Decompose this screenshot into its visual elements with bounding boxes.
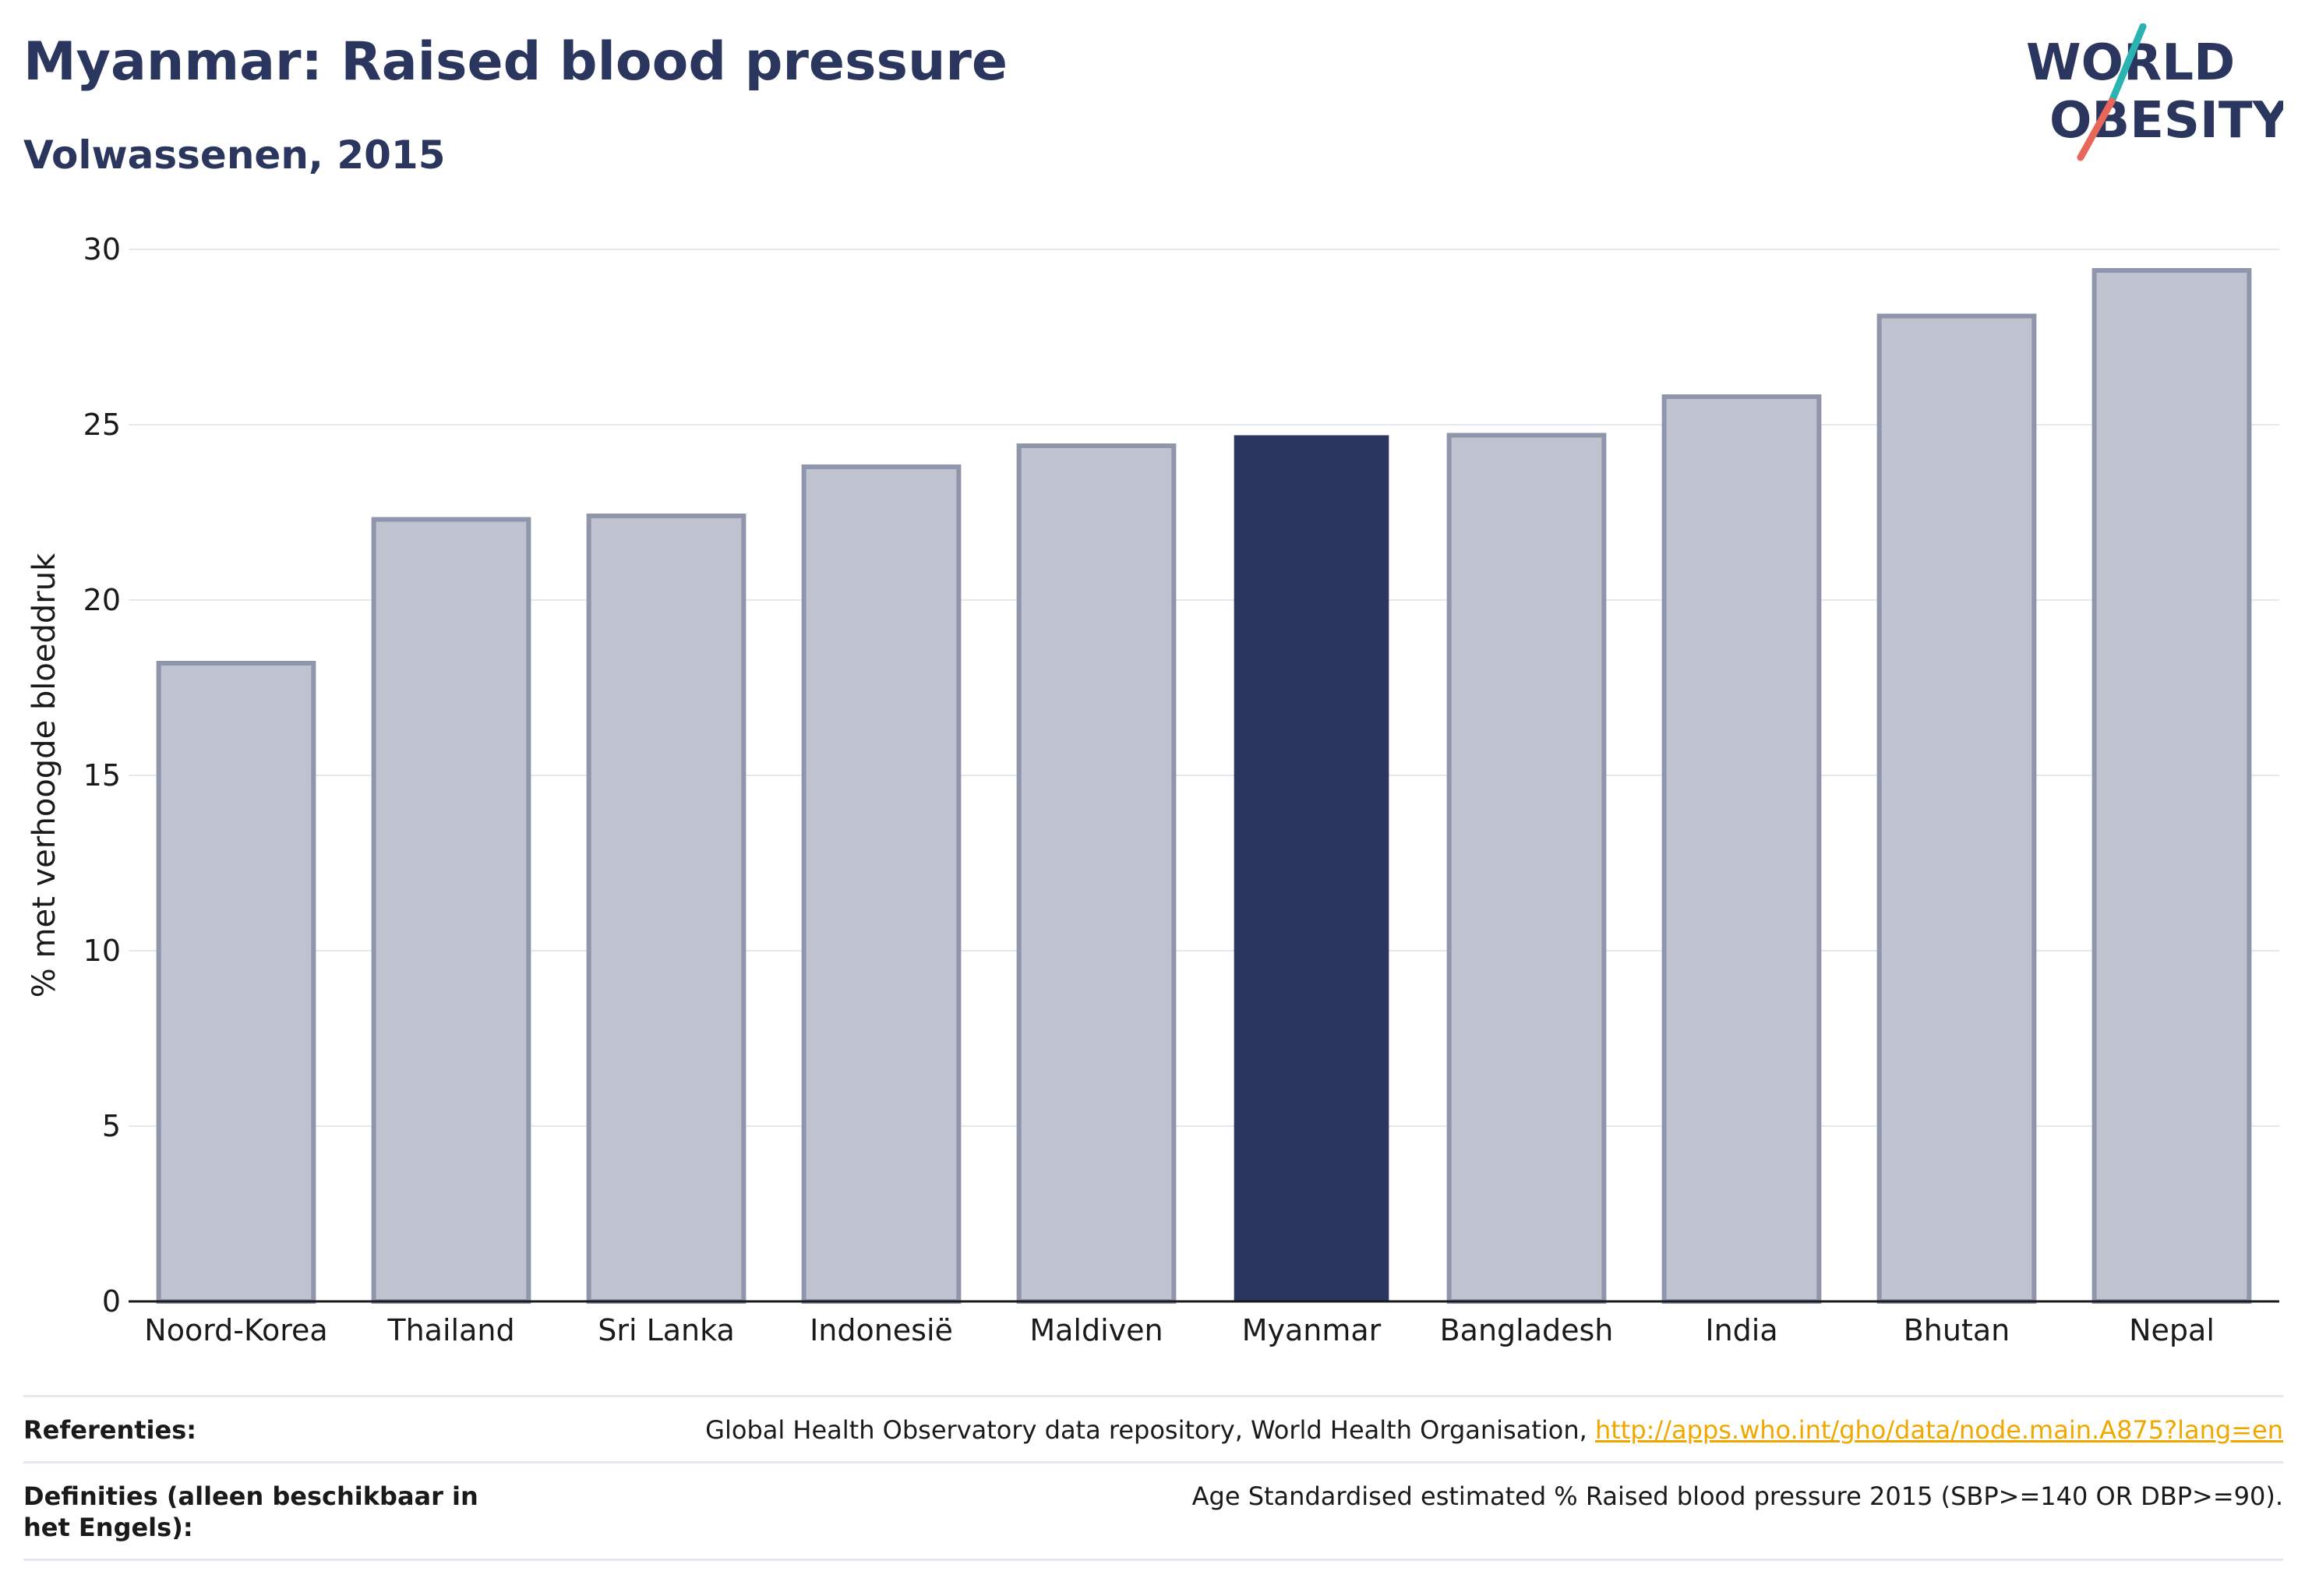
bar-india (1661, 394, 1822, 1304)
definitions-value: Age Standardised estimated % Raised bloo… (1191, 1481, 2283, 1511)
y-tick-label: 25 (83, 408, 121, 442)
y-tick-label: 20 (83, 583, 121, 617)
references-row: Referenties: Global Health Observatory d… (23, 1395, 2283, 1461)
chart-subtitle: Volwassenen, 2015 (23, 132, 446, 178)
y-axis-label: % met verhoogde bloeddruk (26, 553, 62, 998)
logo-slash-teal (2108, 23, 2147, 105)
y-tick-label: 0 (102, 1284, 121, 1319)
definitions-row: Definities (alleen beschikbaar in het En… (23, 1461, 2283, 1561)
x-tick-label: Bangladesh (1440, 1313, 1614, 1347)
x-tick-label: Nepal (2129, 1313, 2215, 1347)
references-link[interactable]: http://apps.who.int/gho/data/node.main.A… (1594, 1415, 2283, 1445)
bar-chart: 0 5 10 15 20 25 30 Noord-Korea Thailand Sri Lank… (26, 232, 2279, 1347)
references-label: Referenties: (23, 1415, 197, 1445)
bar-bhutan (1876, 313, 2037, 1304)
world-obesity-logo: WORLD OBESITY (2026, 23, 2283, 161)
logo-slash-coral (2077, 97, 2116, 161)
x-tick-labels: Noord-Korea Thailand Sri Lanka Indonesië Mal… (144, 1313, 2215, 1347)
bar-thailand (371, 517, 531, 1304)
reference-table: Referenties: Global Health Observatory d… (23, 1395, 2283, 1561)
definitions-label: Definities (alleen beschikbaar in het En… (23, 1481, 478, 1542)
y-tick-label: 5 (102, 1109, 121, 1143)
bar-sri-lanka (586, 514, 747, 1304)
bar-bangladesh (1446, 433, 1607, 1304)
bar-indonesi- (801, 464, 962, 1304)
x-tick-label: Indonesië (810, 1313, 953, 1347)
x-tick-label: Maldiven (1029, 1313, 1163, 1347)
x-tick-label: Noord-Korea (144, 1313, 327, 1347)
x-tick-label: Thailand (387, 1313, 514, 1347)
bar-noord-korea (156, 661, 316, 1304)
bar-maldiven (1016, 443, 1177, 1304)
x-tick-label: India (1705, 1313, 1777, 1347)
y-tick-labels: 0 5 10 15 20 25 30 (83, 232, 121, 1319)
references-value: Global Health Observatory data repositor… (705, 1414, 2283, 1446)
bar-myanmar (1234, 435, 1389, 1301)
references-text: Global Health Observatory data repositor… (705, 1415, 1595, 1445)
y-tick-label: 15 (83, 758, 121, 793)
x-tick-label: Myanmar (1242, 1313, 1382, 1347)
y-tick-label: 10 (83, 934, 121, 968)
y-tick-label: 30 (83, 232, 121, 267)
x-tick-label: Sri Lanka (598, 1313, 735, 1347)
bar-nepal (2091, 268, 2252, 1304)
chart-title: Myanmar: Raised blood pressure (23, 31, 1008, 93)
bars (156, 268, 2252, 1304)
x-tick-label: Bhutan (1904, 1313, 2010, 1347)
